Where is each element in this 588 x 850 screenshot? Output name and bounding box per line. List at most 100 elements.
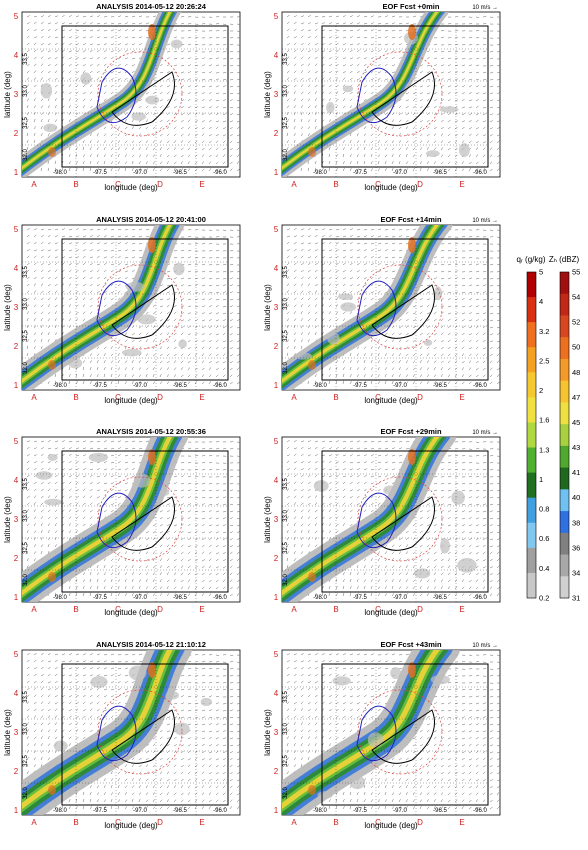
grid-letter: E <box>459 818 464 827</box>
vector-scale-label: 10 m/s → <box>472 218 498 224</box>
range-circle <box>97 476 183 562</box>
colorbar-swatch <box>527 422 536 449</box>
grid-letter: D <box>157 605 163 614</box>
black-contour <box>371 496 435 551</box>
grid-number: 4 <box>14 51 19 60</box>
grid-letter: B <box>333 605 338 614</box>
reference-grid <box>282 664 488 815</box>
grid-number: 5 <box>274 12 279 21</box>
lon-tick-label: -97.0 <box>393 595 407 601</box>
lon-tick-label: -97.5 <box>353 170 367 176</box>
grid-number: 3 <box>14 303 19 312</box>
grid-number: 2 <box>274 129 279 138</box>
grid-letter: E <box>459 605 464 614</box>
reference-grid <box>22 451 228 602</box>
precip-band <box>22 437 189 602</box>
grid-number: 2 <box>14 767 19 776</box>
map-panel: EOF Fcst +0min 10 m/s → 32.0 32.5 33.0 33.5 -9… <box>263 2 501 192</box>
x-axis-label: longitude (deg) <box>104 821 158 830</box>
x-axis-label: longitude (deg) <box>364 821 418 830</box>
grid-number: 5 <box>14 12 19 21</box>
colorbar-swatch <box>527 522 536 549</box>
domain-box <box>321 25 489 168</box>
colorbar-tick: 5 <box>539 268 543 277</box>
lon-tick-label: -96.0 <box>213 595 227 601</box>
grid-letter: D <box>157 818 163 827</box>
colorbar-tick: 0.2 <box>539 594 549 603</box>
precip-band <box>22 225 187 390</box>
lat-tick-label: 33.0 <box>23 510 29 522</box>
reference-grid <box>282 239 488 390</box>
colorbar-swatch <box>527 272 536 298</box>
lat-tick-label: 32.5 <box>283 330 289 342</box>
range-circle <box>357 51 443 137</box>
panel-title: EOF Fcst +43min <box>380 640 441 649</box>
colorbar-swatch <box>560 402 569 425</box>
grid-number: 5 <box>14 650 19 659</box>
lat-tick-label: 32.0 <box>23 574 29 586</box>
reference-grid <box>282 451 488 602</box>
colorbar-tick: 40 <box>572 493 580 502</box>
colorbar-tick: 41 <box>572 468 580 477</box>
lon-tick-label: -96.5 <box>173 595 187 601</box>
colorbar-swatch <box>527 372 536 398</box>
grid-number: 3 <box>274 90 279 99</box>
lon-tick-label: -98.0 <box>313 595 327 601</box>
grid-letter: D <box>417 818 423 827</box>
range-circle <box>357 689 443 775</box>
x-axis-label: longitude (deg) <box>104 608 158 617</box>
grid-letter: D <box>417 180 423 189</box>
lat-tick-label: 33.5 <box>23 266 29 278</box>
grid-letter: D <box>157 393 163 402</box>
panel-title: ANALYSIS 2014-05-12 20:41:00 <box>96 215 206 224</box>
x-axis-label: longitude (deg) <box>364 608 418 617</box>
colorbar-swatch <box>560 337 569 360</box>
lon-tick-label: -96.0 <box>473 595 487 601</box>
grid-letter: D <box>417 605 423 614</box>
colorbar-swatch <box>560 293 569 316</box>
colorbar-tick: 45 <box>572 418 580 427</box>
precip-band <box>22 12 183 177</box>
grid-letter: B <box>333 818 338 827</box>
lat-tick-label: 32.5 <box>283 755 289 767</box>
lat-tick-label: 32.0 <box>283 787 289 799</box>
colorbar-tick: 47 <box>572 393 580 402</box>
blue-contour <box>356 280 397 337</box>
grid-letter: A <box>31 393 37 402</box>
map-panel: EOF Fcst +29min 10 m/s → 32.0 32.5 33.0 33.5 -… <box>263 427 501 617</box>
colorbar-swatch <box>527 472 536 499</box>
lat-tick-label: 32.5 <box>23 542 29 554</box>
lat-tick-label: 33.5 <box>283 478 289 490</box>
grid-number: 2 <box>274 554 279 563</box>
grid-number: 2 <box>14 342 19 351</box>
colorbar-swatch <box>527 572 536 599</box>
map-panel: ANALYSIS 2014-05-12 21:10:12 32.0 32.5 33.0… <box>3 640 241 830</box>
grid-number: 3 <box>274 728 279 737</box>
blue-contour <box>96 492 137 549</box>
range-circle <box>357 264 443 350</box>
colorbar-swatch <box>560 315 569 338</box>
grid-letter: A <box>31 605 37 614</box>
grid-number: 3 <box>274 303 279 312</box>
colorbar-tick: 48 <box>572 368 580 377</box>
range-circle <box>97 51 183 137</box>
grid-letter: A <box>291 393 297 402</box>
colorbar-swatch <box>527 297 536 323</box>
wind-vectors <box>286 14 500 172</box>
black-contour <box>371 71 435 126</box>
grid-number: 5 <box>14 225 19 234</box>
grid-letter: A <box>31 818 37 827</box>
grid-number: 2 <box>274 342 279 351</box>
lon-tick-label: -98.0 <box>313 808 327 814</box>
lon-tick-label: -96.0 <box>473 170 487 176</box>
y-axis-label: latitude (deg) <box>263 496 272 543</box>
colorbar-tick: 43 <box>572 443 580 452</box>
grid-letter: C <box>375 605 381 614</box>
colorbar-tick: 0.4 <box>539 564 549 573</box>
lat-tick-label: 33.0 <box>23 723 29 735</box>
y-axis-label: latitude (deg) <box>3 71 12 118</box>
grid-number: 4 <box>274 476 279 485</box>
grid-letter: E <box>459 180 464 189</box>
lon-tick-label: -96.5 <box>173 170 187 176</box>
lon-tick-label: -97.5 <box>93 595 107 601</box>
